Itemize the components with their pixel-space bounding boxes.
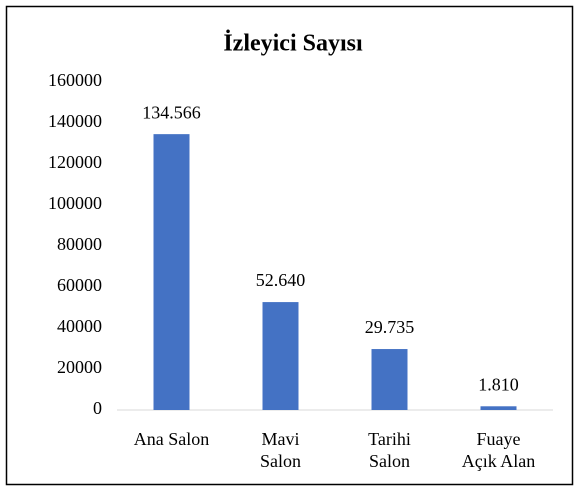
- y-tick-label: 20000: [57, 357, 102, 377]
- bar: [153, 134, 190, 410]
- data-label: 134.566: [142, 102, 201, 122]
- x-tick-label: Fuaye Açık Alan: [461, 429, 536, 471]
- y-tick-label: 160000: [48, 70, 102, 90]
- y-tick-label: 60000: [57, 275, 102, 295]
- chart-title: İzleyici Sayısı: [223, 31, 363, 57]
- y-tick-label: 40000: [57, 316, 102, 336]
- bar: [480, 406, 517, 410]
- data-label: 1.810: [478, 374, 519, 394]
- y-tick-label: 120000: [48, 152, 102, 172]
- x-tick-label: Ana Salon: [133, 429, 210, 449]
- bar: [262, 302, 299, 410]
- x-tick-label: Mavi Salon: [259, 429, 301, 471]
- bar: [371, 349, 408, 410]
- y-tick-label: 100000: [48, 193, 102, 213]
- data-label: 52.640: [256, 270, 306, 290]
- y-tick-label: 0: [93, 398, 102, 418]
- y-tick-label: 80000: [57, 234, 102, 254]
- data-label: 29.735: [365, 317, 415, 337]
- y-tick-label: 140000: [48, 111, 102, 131]
- x-tick-label: Tarihi Salon: [368, 429, 411, 471]
